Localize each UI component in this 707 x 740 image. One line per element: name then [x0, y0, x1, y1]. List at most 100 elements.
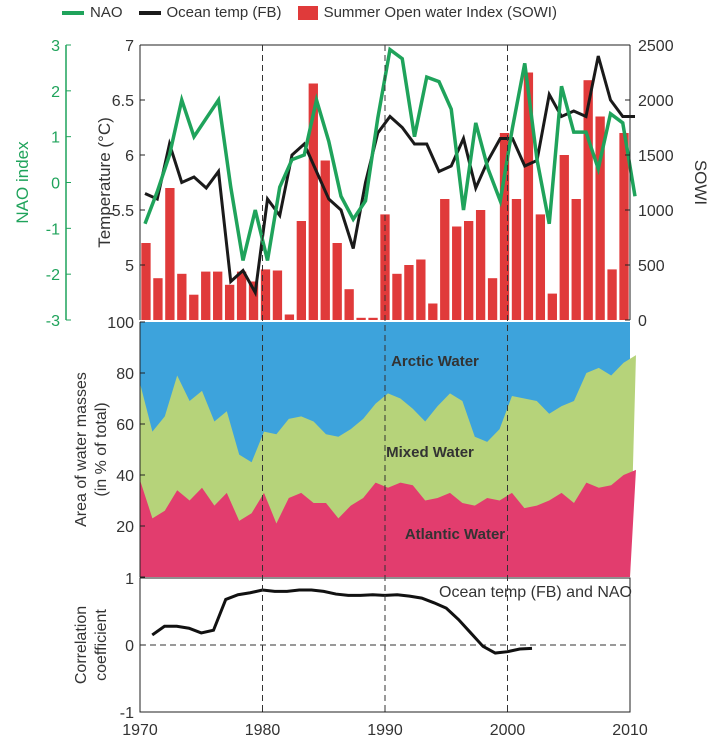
x-tick-label: 2000 [490, 722, 526, 739]
middle-panel: Arctic Water Mixed Water Atlantic Water 100… [73, 315, 636, 578]
nao-tick-label: -3 [46, 313, 60, 330]
temp-tick-label: 6 [125, 148, 134, 165]
pct-axis-title-line1: Area of water masses [73, 372, 90, 527]
pct-axis-title-line2: (in % of total) [93, 402, 110, 496]
x-tick-label: 2010 [612, 722, 648, 739]
sowi-bar [607, 269, 617, 320]
sowi-axis-title: SOWI [691, 160, 707, 205]
legend-label-nao: NAO [90, 4, 123, 21]
pct-tick-label: 20 [116, 519, 134, 536]
mixed-water-label: Mixed Water [386, 444, 474, 461]
cor-tick-label: -1 [120, 705, 134, 722]
sowi-bar [344, 289, 354, 320]
cor-tick-label: 0 [125, 638, 134, 655]
sowi-bar [284, 314, 295, 320]
sowi-bar [583, 80, 593, 320]
ocean-temp-line [144, 55, 635, 298]
sowi-bar [356, 317, 366, 320]
legend-swatch-ocean [138, 10, 161, 15]
pct-tick-label: 80 [116, 366, 134, 383]
sowi-bar [475, 210, 486, 320]
sowi-bar [189, 294, 199, 320]
legend-swatch-nao [62, 10, 84, 15]
sowi-bar [487, 278, 498, 320]
sowi-bar [224, 284, 235, 320]
sowi-bar [236, 271, 247, 320]
sowi-bar [248, 281, 259, 320]
temp-tick-label: 5.5 [112, 203, 134, 220]
sowi-bar [595, 116, 605, 320]
sowi-tick-label: 500 [638, 258, 665, 275]
sowi-bar [547, 293, 557, 320]
pct-tick-label: 100 [107, 315, 134, 332]
arctic-water-label: Arctic Water [391, 353, 479, 370]
x-tick-label: 1990 [367, 722, 403, 739]
atlantic-water-area [140, 469, 636, 577]
sowi-bar [153, 278, 163, 320]
nao-tick-label: 3 [51, 38, 60, 55]
sowi-bar [272, 270, 283, 320]
legend-label-ocean: Ocean temp (FB) [166, 4, 282, 21]
sowi-bar [511, 199, 522, 320]
sowi-bar [296, 221, 307, 320]
sowi-tick-label: 2500 [638, 38, 674, 55]
legend-item-nao: NAO [62, 4, 123, 21]
sowi-bar [499, 133, 510, 320]
nao-axis-title: NAO index [13, 141, 32, 224]
sowi-bar [177, 273, 187, 320]
x-tick-label: 1970 [122, 722, 158, 739]
nao-tick-label: -1 [46, 221, 60, 238]
nao-line [143, 46, 637, 261]
sowi-bar [368, 317, 378, 320]
legend-swatch-sowi [297, 5, 318, 20]
sowi-bar [571, 199, 581, 320]
cor-axis-title-line1: Correlation [73, 606, 90, 684]
sowi-bar [320, 160, 330, 320]
sowi-bar [452, 226, 462, 320]
atlantic-water-label: Atlantic Water [405, 526, 505, 543]
bottom-panel: Ocean temp (FB) and NAO 1 0 -1 Correlation co… [73, 571, 648, 739]
sowi-bar [428, 303, 438, 320]
sowi-bar [201, 271, 211, 320]
cor-tick-label: 1 [125, 571, 134, 588]
sowi-bar [416, 259, 426, 320]
sowi-bar [392, 273, 402, 320]
legend: NAO Ocean temp (FB) Summer Open water In… [62, 4, 557, 21]
pct-tick-label: 40 [116, 468, 134, 485]
sowi-bar [308, 83, 318, 320]
sowi-bar [404, 265, 414, 320]
sowi-tick-label: 0 [638, 313, 647, 330]
legend-label-sowi: Summer Open water Index (SOWI) [323, 4, 557, 21]
legend-item-ocean: Ocean temp (FB) [138, 4, 282, 21]
x-tick-label: 1980 [245, 722, 281, 739]
correlation-line [151, 588, 533, 655]
sowi-bar [440, 199, 450, 320]
sowi-tick-label: 2000 [638, 93, 674, 110]
sowi-bar [141, 243, 151, 320]
temp-axis-title: Temperature (°C) [95, 117, 114, 248]
nao-tick-label: 0 [51, 176, 60, 193]
temp-tick-label: 7 [125, 38, 134, 55]
sowi-bar [463, 221, 474, 320]
nao-tick-label: -2 [46, 267, 60, 284]
nao-tick-label: 1 [51, 130, 60, 147]
cor-axis-title-line2: coefficient [93, 609, 110, 681]
temp-tick-label: 6.5 [112, 93, 134, 110]
pct-tick-label: 60 [116, 417, 134, 434]
sowi-tick-label: 1500 [638, 148, 674, 165]
temp-tick-label: 5 [125, 258, 134, 275]
sowi-bar [332, 243, 342, 320]
sowi-bar [559, 155, 569, 320]
correlation-annotation: Ocean temp (FB) and NAO [439, 584, 632, 601]
nao-tick-label: 2 [51, 84, 60, 101]
sowi-bar [260, 269, 271, 320]
sowi-bar [523, 72, 534, 320]
sowi-bar [619, 133, 629, 320]
legend-item-sowi: Summer Open water Index (SOWI) [297, 4, 557, 21]
top-panel: 7 6.5 6 5.5 5 3 2 1 0 -1 -2 -3 2500 2000 1500 1000 500 0 N… [13, 38, 707, 330]
sowi-bar [535, 214, 546, 320]
sowi-bar [213, 271, 223, 320]
sowi-bar [165, 188, 175, 320]
sowi-tick-label: 1000 [638, 203, 674, 220]
